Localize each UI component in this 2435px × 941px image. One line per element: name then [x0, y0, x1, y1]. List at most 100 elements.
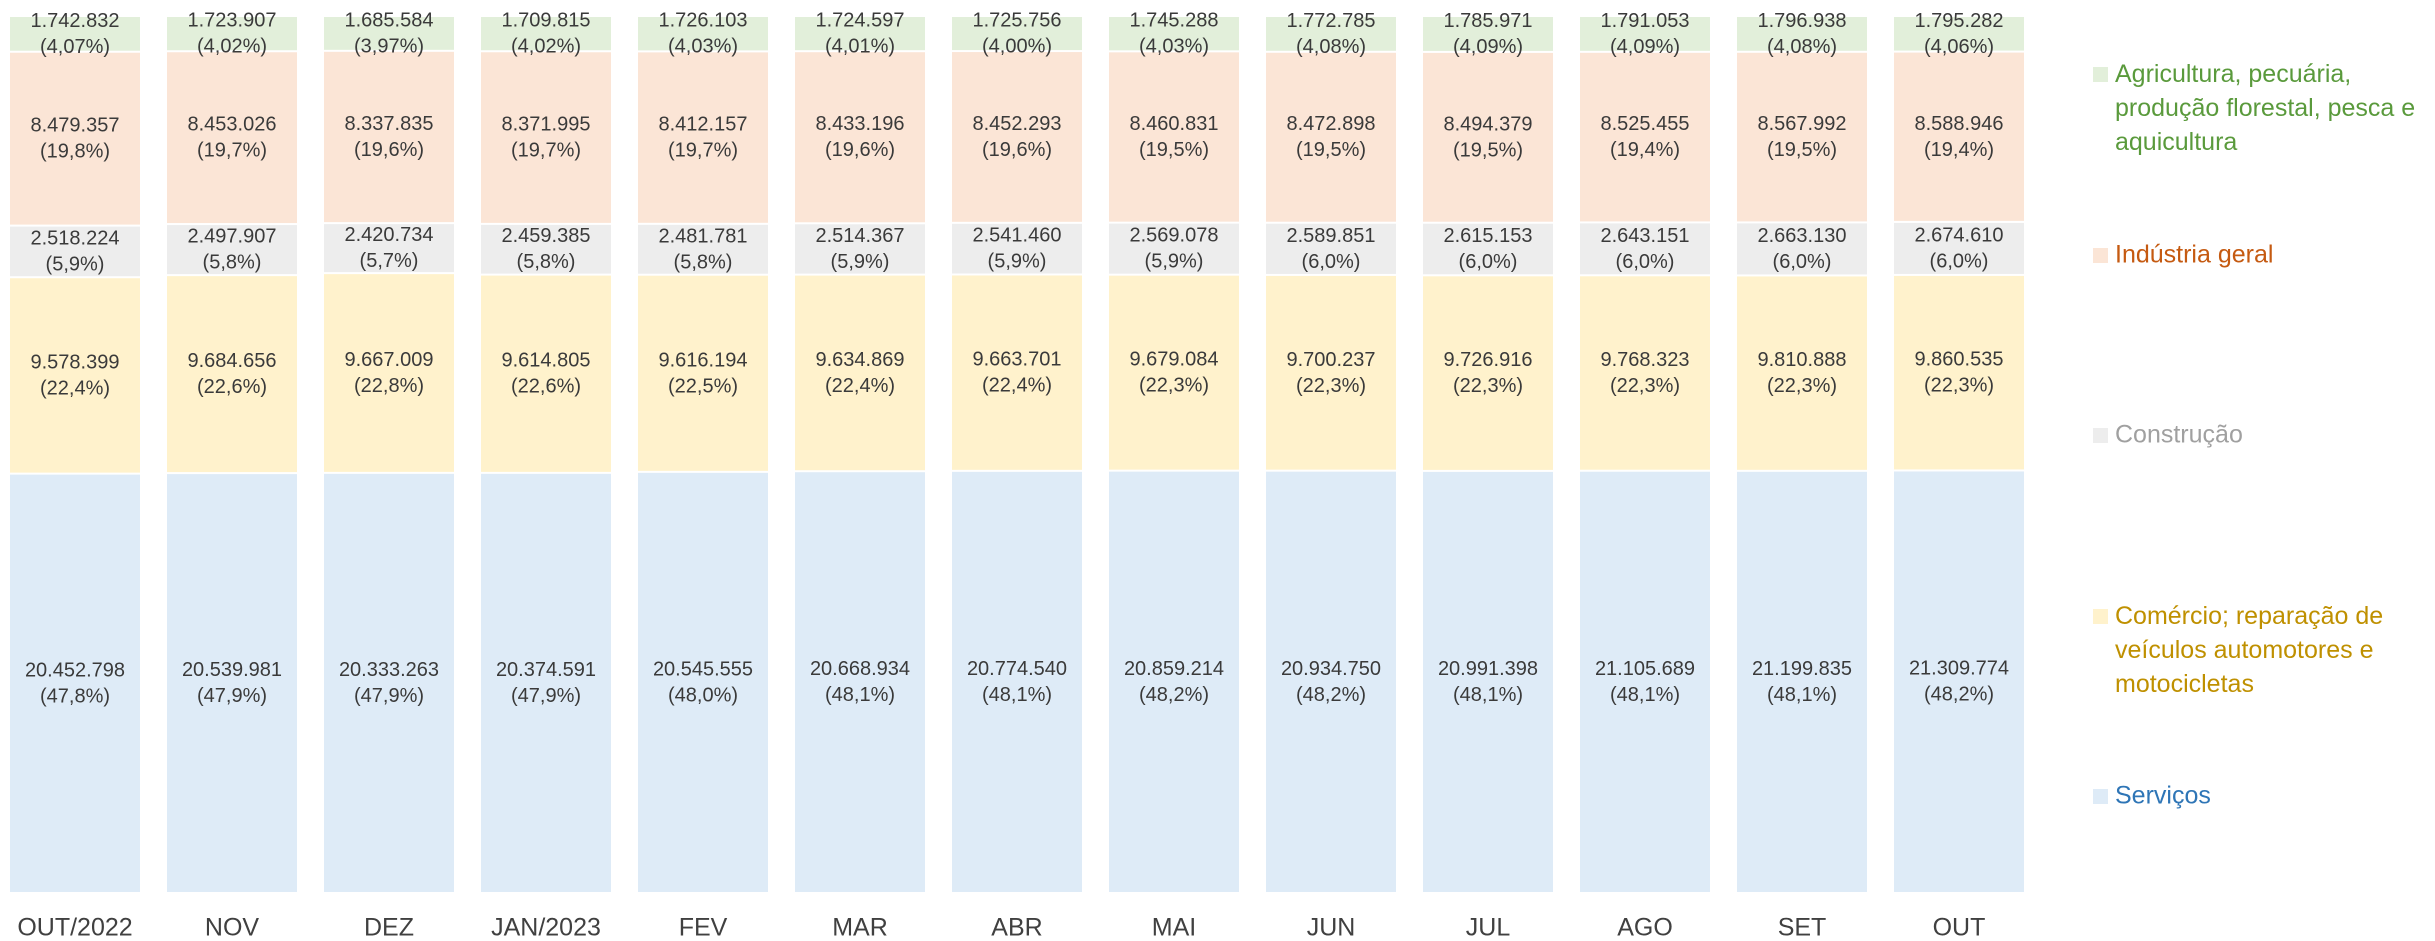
data-label: 8.525.455 (19,4%)	[1601, 113, 1690, 161]
value-label: 20.539.981	[182, 659, 282, 681]
percent-label: (47,9%)	[511, 685, 581, 707]
value-label: 20.374.591	[496, 659, 596, 681]
data-label: 1.724.597 (4,01%)	[816, 10, 905, 58]
value-label: 2.663.130	[1758, 225, 1847, 247]
value-label: 9.667.009	[345, 349, 434, 371]
value-label: 20.545.555	[653, 659, 753, 681]
percent-label: (5,9%)	[988, 251, 1047, 273]
bar-segment	[1109, 52, 1239, 222]
legend-label: Indústria geral	[2115, 241, 2273, 269]
percent-label: (19,4%)	[1924, 139, 1994, 161]
value-label: 1.772.785	[1287, 10, 1376, 32]
value-label: 1.795.282	[1915, 10, 2004, 32]
data-label: 20.859.214 (48,2%)	[1124, 658, 1224, 706]
bar-segment	[324, 274, 454, 472]
data-label: 9.614.805 (22,6%)	[502, 350, 591, 398]
data-label: 2.615.153 (6,0%)	[1444, 225, 1533, 273]
legend-label: Serviços	[2115, 782, 2211, 810]
bar-segment	[167, 225, 297, 275]
bar-segment	[1580, 52, 1710, 222]
value-label: 9.726.916	[1444, 349, 1533, 371]
data-label: 8.588.946 (19,4%)	[1915, 113, 2004, 161]
data-label: 2.663.130 (6,0%)	[1758, 225, 1847, 273]
bar-segment	[481, 473, 611, 892]
data-label: 8.371.995 (19,7%)	[502, 114, 591, 162]
percent-label: (5,9%)	[831, 251, 890, 273]
legend-swatch	[2093, 248, 2108, 263]
value-label: 9.616.194	[659, 350, 748, 372]
bar-segment	[481, 17, 611, 51]
percent-label: (22,8%)	[354, 375, 424, 397]
data-label: 1.742.832 (4,07%)	[31, 10, 120, 58]
data-label: 1.723.907 (4,02%)	[188, 10, 277, 58]
data-label: 20.934.750 (48,2%)	[1281, 658, 1381, 706]
data-label: 2.481.781 (5,8%)	[659, 226, 748, 274]
percent-label: (4,07%)	[40, 36, 110, 58]
value-label: 8.453.026	[188, 114, 277, 136]
value-label: 20.774.540	[967, 658, 1067, 680]
percent-label: (4,03%)	[1139, 36, 1209, 58]
value-label: 2.615.153	[1444, 225, 1533, 247]
percent-label: (6,0%)	[1616, 251, 1675, 273]
bar-segment	[795, 275, 925, 471]
percent-label: (47,9%)	[354, 685, 424, 707]
bar-segment	[1894, 275, 2024, 470]
data-label: 1.685.584 (3,97%)	[345, 10, 434, 58]
value-label: 20.333.263	[339, 659, 439, 681]
data-label: 20.545.555 (48,0%)	[653, 659, 753, 707]
value-label: 9.700.237	[1287, 349, 1376, 371]
data-label: 2.589.851 (6,0%)	[1287, 225, 1376, 273]
percent-label: (19,5%)	[1139, 139, 1209, 161]
data-label: 9.634.869 (22,4%)	[816, 349, 905, 397]
percent-label: (48,1%)	[1453, 684, 1523, 706]
data-label: 2.674.610 (6,0%)	[1915, 225, 2004, 273]
x-tick-label: FEV	[679, 914, 728, 941]
percent-label: (4,01%)	[825, 36, 895, 58]
value-label: 9.684.656	[188, 350, 277, 372]
value-label: 9.768.323	[1601, 349, 1690, 371]
data-label: 2.497.907 (5,8%)	[188, 226, 277, 274]
bar-segment	[1109, 223, 1239, 274]
percent-label: (48,2%)	[1139, 684, 1209, 706]
bar-segment	[952, 223, 1082, 274]
percent-label: (19,5%)	[1453, 140, 1523, 162]
data-label: 20.539.981 (47,9%)	[182, 659, 282, 707]
percent-label: (3,97%)	[354, 36, 424, 58]
value-label: 1.726.103	[659, 10, 748, 32]
value-label: 2.514.367	[816, 225, 905, 247]
data-label: 9.667.009 (22,8%)	[345, 349, 434, 397]
percent-label: (5,9%)	[46, 254, 105, 276]
legend-label: Agricultura, pecuária, produção floresta…	[2115, 60, 2422, 156]
value-label: 8.371.995	[502, 114, 591, 136]
percent-label: (6,0%)	[1302, 251, 1361, 273]
x-tick-label: OUT/2022	[17, 914, 132, 941]
bar-segment	[952, 17, 1082, 51]
x-tick-label: MAI	[1152, 914, 1196, 941]
bar-segment	[167, 52, 297, 224]
value-label: 21.309.774	[1909, 658, 2009, 680]
bar-segment	[1737, 52, 1867, 222]
data-label: 8.337.835 (19,6%)	[345, 113, 434, 161]
percent-label: (48,1%)	[1767, 684, 1837, 706]
bar-segment	[1737, 17, 1867, 51]
bar-segment	[1580, 276, 1710, 470]
percent-label: (22,3%)	[1767, 375, 1837, 397]
data-label: 21.199.835 (48,1%)	[1752, 658, 1852, 706]
percent-label: (4,09%)	[1610, 36, 1680, 58]
bar-segment	[1737, 471, 1867, 892]
data-label: 8.412.157 (19,7%)	[659, 114, 748, 162]
percent-label: (22,3%)	[1453, 375, 1523, 397]
bar-segment	[167, 474, 297, 892]
legend-swatch	[2093, 609, 2108, 624]
percent-label: (4,02%)	[197, 36, 267, 58]
data-label: 9.684.656 (22,6%)	[188, 350, 277, 398]
percent-label: (48,0%)	[668, 685, 738, 707]
bar-segment	[952, 275, 1082, 470]
percent-label: (22,3%)	[1924, 375, 1994, 397]
data-label: 20.668.934 (48,1%)	[810, 658, 910, 706]
bar-segment	[10, 17, 140, 51]
percent-label: (5,8%)	[517, 252, 576, 274]
percent-label: (48,2%)	[1924, 684, 1994, 706]
value-label: 2.518.224	[31, 228, 120, 250]
bar-segment	[1266, 52, 1396, 222]
